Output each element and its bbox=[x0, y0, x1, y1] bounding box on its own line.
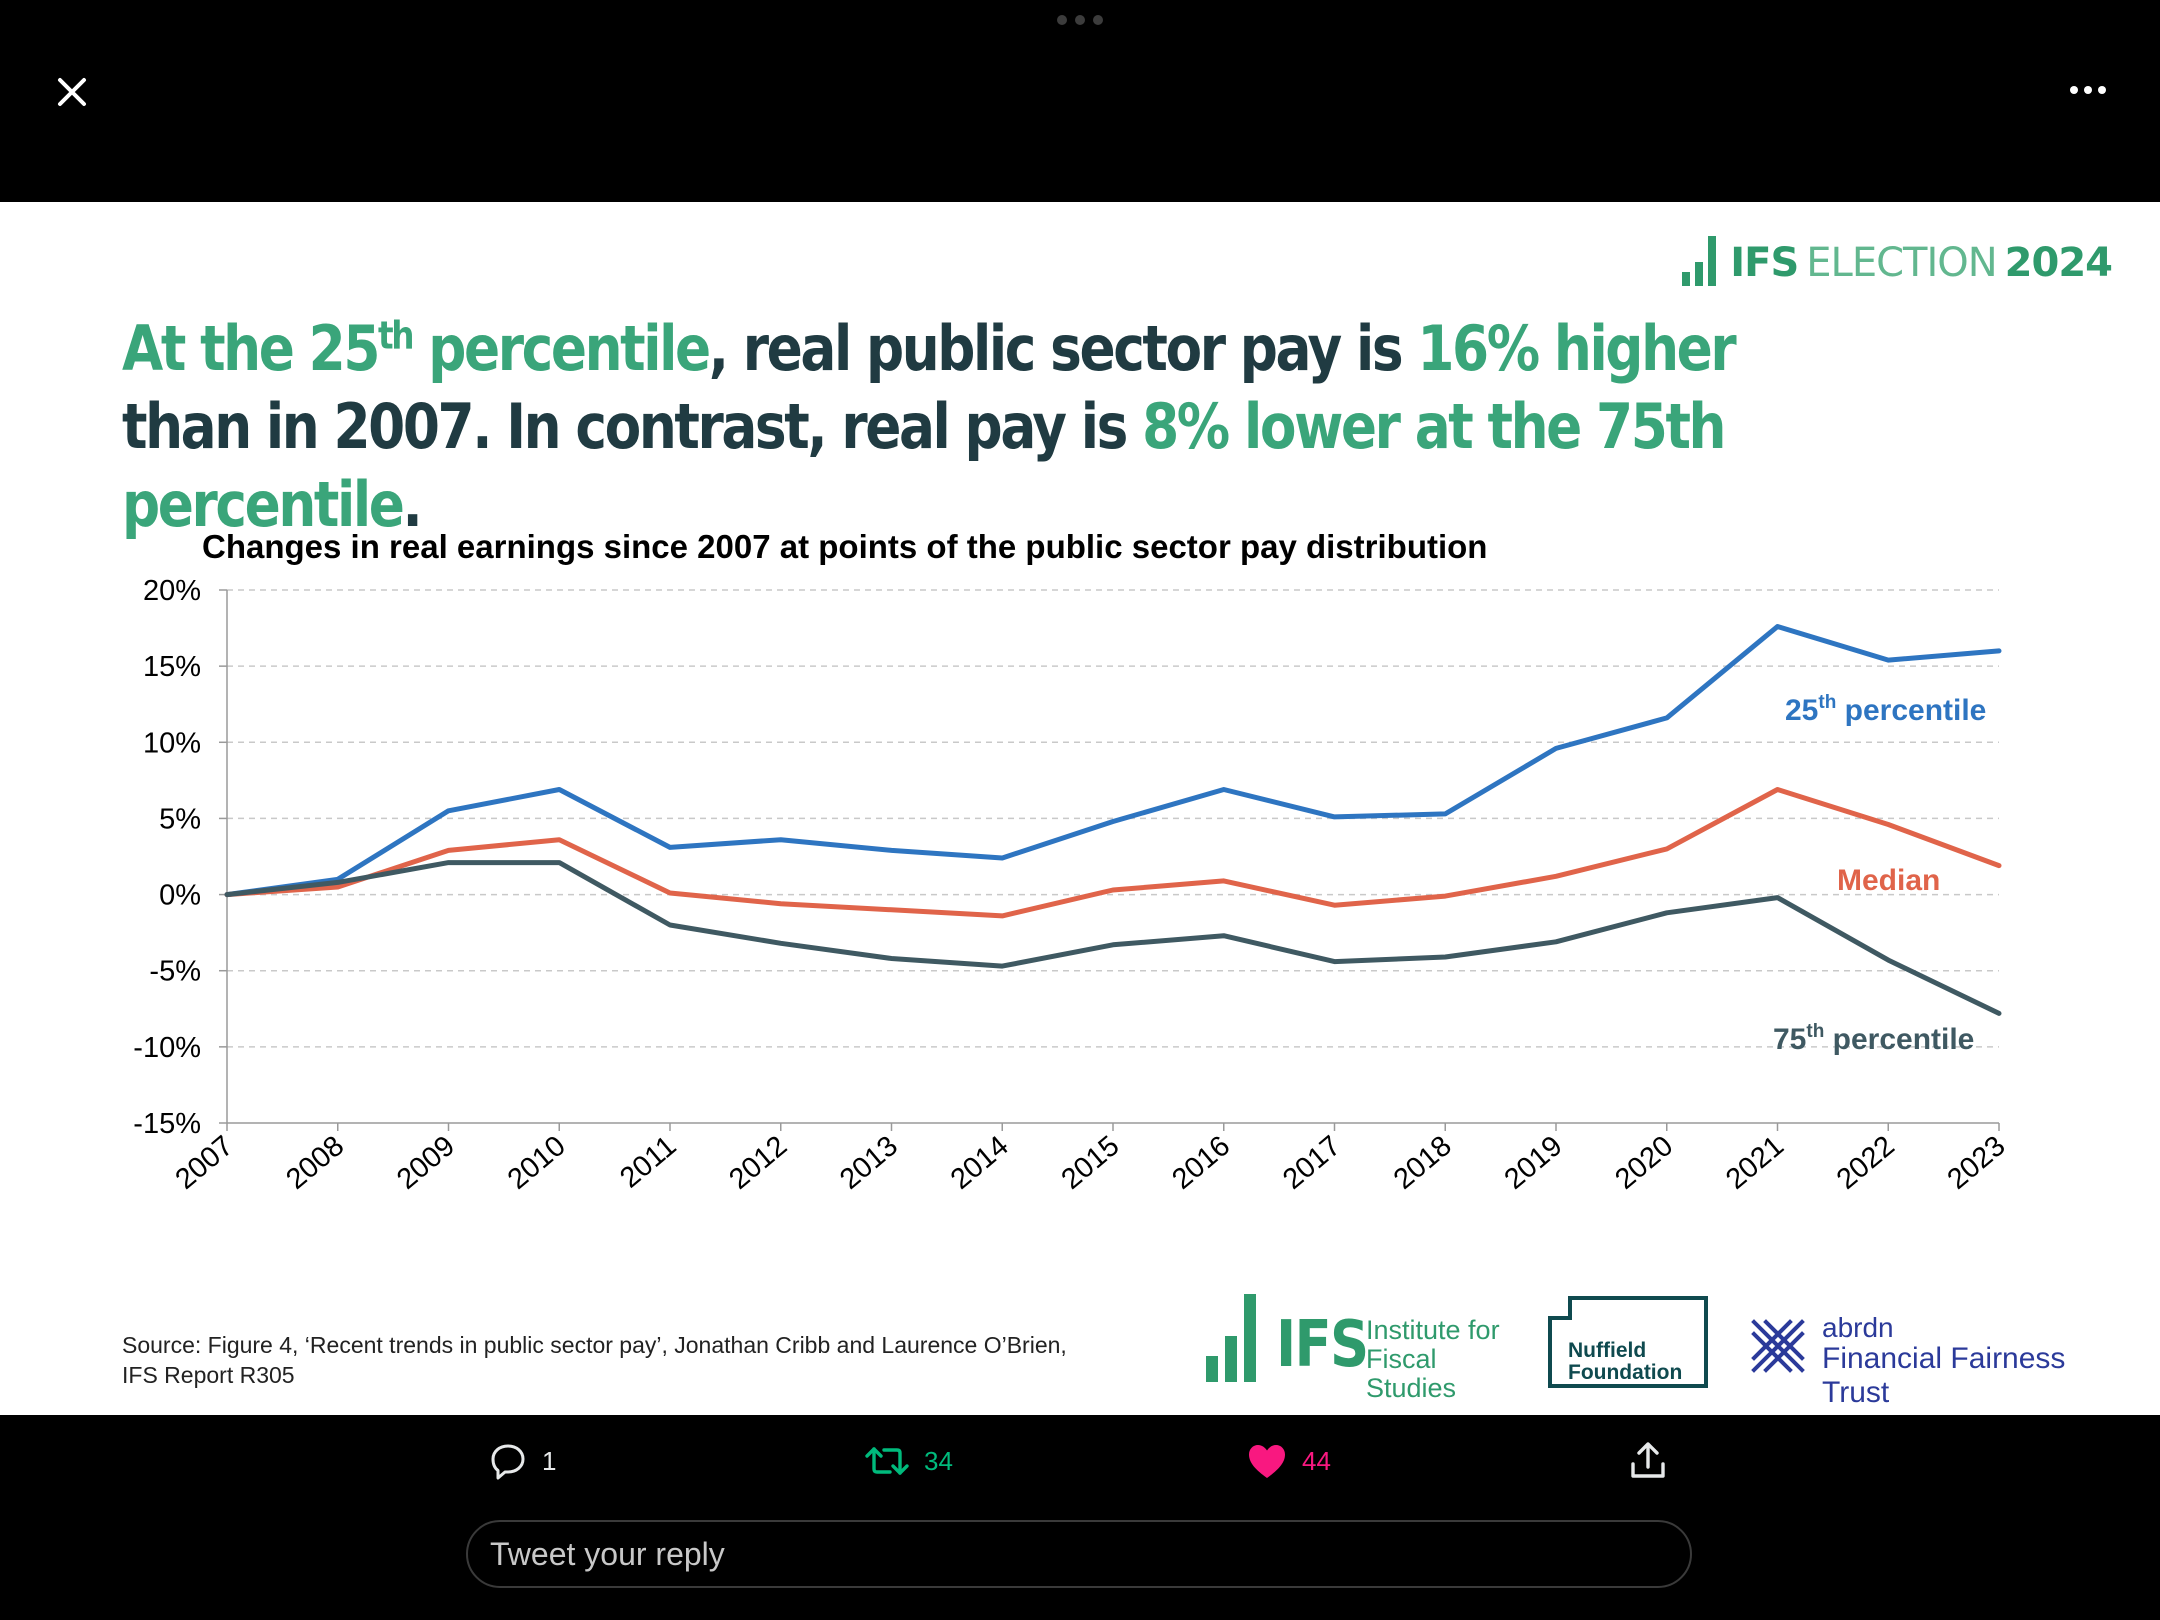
headline: At the 25th percentile, real public sect… bbox=[122, 310, 1790, 544]
reply-input[interactable]: Tweet your reply bbox=[466, 1520, 1692, 1588]
x-tick-label: 2023 bbox=[1942, 1130, 2012, 1196]
grabber-icon bbox=[1057, 15, 1103, 25]
series-line bbox=[224, 624, 2002, 898]
series-label: 25th percentile bbox=[1785, 692, 1986, 727]
retweet-icon bbox=[865, 1447, 909, 1475]
y-tick-label: 10% bbox=[143, 727, 201, 759]
abrdn-logo: abrdn Financial Fairness Trust bbox=[1750, 1312, 2130, 1409]
headline-p7: . bbox=[402, 468, 422, 541]
x-tick-label: 2011 bbox=[614, 1130, 682, 1195]
ifs-logo: IFS Institute for Fiscal Studies bbox=[1206, 1290, 1506, 1403]
ifs-logo-bars-icon bbox=[1206, 1294, 1256, 1382]
y-tick-label: 5% bbox=[159, 803, 201, 835]
reply-count: 1 bbox=[542, 1445, 557, 1476]
abrdn-line2: Financial Fairness Trust bbox=[1822, 1342, 2066, 1409]
share-button[interactable] bbox=[1628, 1439, 1668, 1483]
tweet-actions-bar: 1 34 44 bbox=[0, 1415, 2160, 1505]
brand-ifs: IFS bbox=[1730, 240, 1799, 286]
x-tick-label: 2013 bbox=[834, 1130, 904, 1196]
ifs-logo-mark: IFS bbox=[1276, 1308, 1369, 1382]
retweet-count: 34 bbox=[924, 1445, 953, 1476]
x-tick-label: 2012 bbox=[723, 1130, 793, 1196]
media-image[interactable]: IFS ELECTION 2024 At the 25th percentile… bbox=[0, 202, 2160, 1415]
x-tick-label: 2020 bbox=[1609, 1130, 1679, 1196]
nuffield-notch bbox=[1548, 1296, 1572, 1320]
source-note: Source: Figure 4, ‘Recent trends in publ… bbox=[122, 1332, 1067, 1388]
abrdn-line1: abrdn bbox=[1822, 1312, 1894, 1343]
ifs-election-brand: IFS ELECTION 2024 bbox=[1682, 228, 2113, 286]
headline-p1: At the 25 bbox=[122, 312, 380, 385]
nuffield-text: Nuffield Foundation bbox=[1568, 1340, 1682, 1384]
close-icon[interactable] bbox=[52, 72, 92, 112]
more-icon[interactable] bbox=[2066, 78, 2110, 102]
ifs-bars-icon bbox=[1682, 236, 1717, 286]
headline-p3: , real public sector pay is bbox=[708, 312, 1418, 385]
like-button[interactable]: 44 bbox=[1246, 1439, 1331, 1483]
heart-icon bbox=[1249, 1445, 1285, 1478]
retweet-button[interactable]: 34 bbox=[864, 1439, 953, 1483]
abrdn-cross-icon bbox=[1751, 1319, 1805, 1373]
brand-election: ELECTION bbox=[1806, 240, 1997, 286]
x-tick-label: 2019 bbox=[1499, 1130, 1569, 1196]
ifs-logo-text: Institute for Fiscal Studies bbox=[1366, 1316, 1506, 1403]
headline-p4: 16% higher bbox=[1417, 312, 1736, 385]
x-tick-label: 2009 bbox=[391, 1130, 461, 1196]
series-label: Median bbox=[1837, 864, 1940, 897]
reply-button[interactable]: 1 bbox=[488, 1439, 556, 1483]
y-tick-label: -15% bbox=[133, 1108, 201, 1140]
x-tick-label: 2017 bbox=[1277, 1130, 1347, 1196]
headline-p1-sup: th bbox=[378, 313, 414, 358]
x-tick-label: 2021 bbox=[1720, 1130, 1790, 1196]
nuffield-logo: Nuffield Foundation bbox=[1548, 1296, 1708, 1388]
nuffield-line2: Foundation bbox=[1568, 1361, 1683, 1384]
ifs-logo-line2: Fiscal Studies bbox=[1366, 1344, 1457, 1403]
like-count: 44 bbox=[1302, 1445, 1331, 1476]
y-tick-label: -10% bbox=[133, 1032, 201, 1064]
y-tick-label: 20% bbox=[143, 575, 201, 607]
x-tick-label: 2022 bbox=[1831, 1130, 1901, 1196]
chart-title: Changes in real earnings since 2007 at p… bbox=[202, 528, 1488, 565]
line-chart: 20%15%10%5%0%-5%-10%-15%2007 2008 2009 2010… bbox=[133, 575, 2012, 1196]
x-tick-label: 2015 bbox=[1056, 1130, 1126, 1196]
brand-year: 2024 bbox=[2004, 240, 2113, 286]
x-tick-label: 2014 bbox=[945, 1130, 1015, 1196]
series-line bbox=[224, 787, 2002, 919]
headline-p2: percentile bbox=[412, 312, 711, 385]
x-tick-label: 2016 bbox=[1166, 1130, 1236, 1196]
x-tick-label: 2018 bbox=[1388, 1130, 1458, 1196]
y-tick-label: 15% bbox=[143, 651, 201, 683]
media-viewer-topbar bbox=[0, 0, 2160, 202]
share-icon bbox=[1631, 1442, 1665, 1478]
y-tick-label: 0% bbox=[159, 880, 201, 912]
x-tick-label: 2010 bbox=[502, 1130, 572, 1196]
ifs-logo-line1: Institute for bbox=[1366, 1315, 1500, 1345]
series-line bbox=[224, 860, 2002, 1016]
nuffield-line1: Nuffield bbox=[1568, 1339, 1647, 1362]
x-tick-label: 2008 bbox=[280, 1130, 350, 1196]
series-label: 75th percentile bbox=[1773, 1021, 1974, 1056]
headline-p6: 8% lower at the 75th percentile bbox=[122, 390, 1726, 541]
headline-p5: than in 2007. In contrast, real pay is bbox=[122, 390, 1143, 463]
y-tick-label: -5% bbox=[149, 956, 201, 988]
reply-placeholder: Tweet your reply bbox=[490, 1536, 725, 1572]
reply-icon bbox=[491, 1444, 525, 1480]
